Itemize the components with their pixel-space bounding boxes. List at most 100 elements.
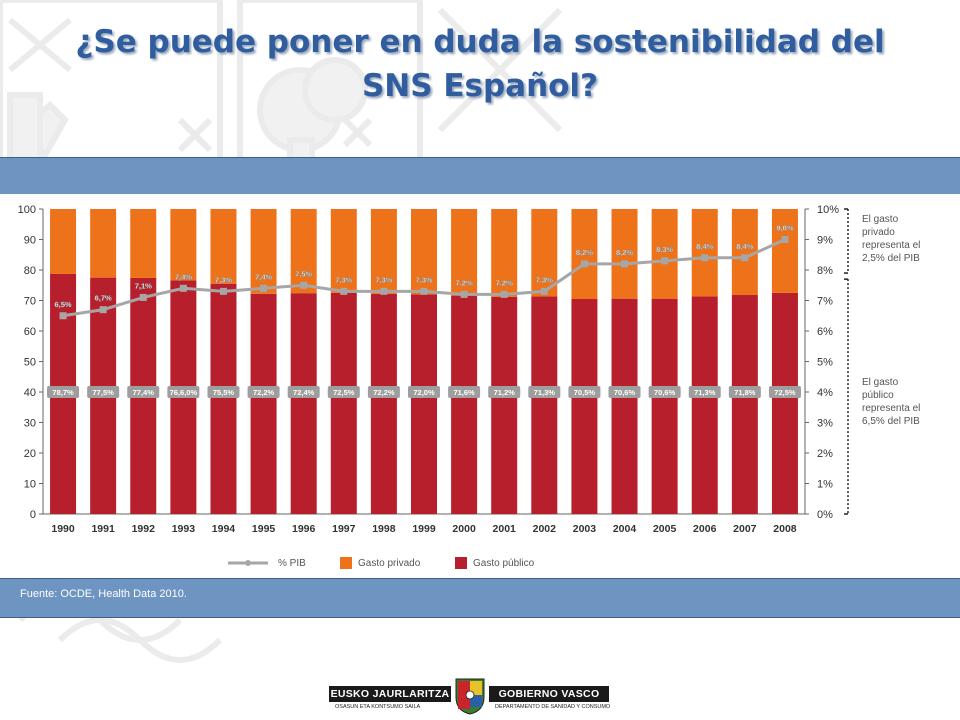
legend-label-private: Gasto privado: [358, 558, 421, 569]
pib-label-1994: 7,3%: [215, 275, 232, 284]
left-axis-tick-label: 20: [24, 448, 36, 460]
pib-point-2004: [621, 260, 629, 268]
chart-legend: % PIB Gasto privado Gasto público: [228, 557, 535, 569]
bar-label-bg-1991: [87, 386, 120, 398]
bar-label-2003: 70,5%: [574, 388, 596, 397]
bar-label-1993: 76,6,0%: [170, 388, 198, 397]
bar-label-2000: 71,6%: [453, 388, 475, 397]
right-axis-tick-label: 10%: [817, 204, 839, 216]
header-band: [0, 157, 960, 195]
pib-label-1997: 7,3%: [335, 275, 352, 284]
left-axis-tick-label: 30: [24, 418, 36, 430]
bar-label-bg-2006: [688, 386, 721, 398]
x-tick-label-1997: 1997: [332, 523, 356, 535]
pib-label-2005: 8,3%: [656, 245, 673, 254]
bar-label-bg-1993: [167, 386, 200, 398]
legend-item-public: Gasto público: [455, 557, 535, 569]
left-axis-tick-label: 70: [24, 296, 36, 308]
bar-private-1998: [370, 209, 397, 294]
bar-label-bg-2003: [568, 386, 601, 398]
left-axis-tick-label: 100: [18, 204, 36, 216]
annotation-public-line-4: 6,5% del PIB: [862, 416, 920, 427]
pib-point-1999: [420, 287, 428, 295]
bar-label-1999: 72,0%: [413, 388, 435, 397]
bar-label-2001: 71,2%: [494, 388, 516, 397]
bar-label-bg-1998: [367, 386, 400, 398]
annotation-private-line-2: privado: [862, 227, 895, 238]
pib-label-2004: 8,2%: [616, 248, 633, 257]
pib-point-2007: [741, 254, 749, 262]
pib-label-1999: 7,3%: [415, 275, 432, 284]
bar-public-1997: [330, 292, 357, 514]
right-axis-tick-label: 7%: [817, 296, 833, 308]
bar-private-2004: [611, 209, 638, 299]
pib-label-1992: 7,1%: [135, 281, 152, 290]
bar-label-bg-1995: [247, 386, 280, 398]
right-axis: 0% 1% 2% 3% 4% 5% 6% 7% 8% 9% 10%: [804, 204, 839, 521]
legend-swatch-public: [455, 557, 467, 569]
pib-point-1990: [59, 312, 67, 320]
logo-right-label: GOBIERNO VASCO: [489, 686, 609, 702]
government-logo: EUSKO JAURLARITZA GOBIERNO VASCO OSASUN …: [325, 676, 615, 720]
bar-label-bg-2007: [728, 386, 761, 398]
pib-point-2005: [661, 257, 669, 265]
health-spending-chart: 0 10 20 30 40 50 60 70 80 90 100 0% 1% 2% 3% 4% 5% 6% 7% 8…: [18, 204, 920, 569]
x-tick-label-1993: 1993: [172, 523, 196, 535]
bar-public-1999: [411, 294, 437, 514]
bar-label-bg-2002: [528, 386, 561, 398]
pib-point-2006: [701, 254, 709, 262]
bar-label-bg-1990: [47, 386, 80, 398]
right-axis-tick-label: 8%: [817, 265, 833, 277]
bar-label-1990: 78,7%: [52, 388, 74, 397]
x-tick-label-1995: 1995: [252, 523, 276, 535]
right-axis-tick-label: 2%: [817, 448, 833, 460]
bar-value-labels: 78,7% 77,5% 77,4% 76,6,0% 75,5% 72,2% 72,4% 72,…: [47, 386, 801, 398]
bar-public-1995: [250, 293, 277, 514]
slide-title: ¿Se puede poner en duda la sostenibilida…: [75, 24, 885, 104]
logo-left-label: EUSKO JAURLARITZA: [329, 686, 451, 702]
basque-government-shield-icon: [455, 678, 485, 715]
legend-item-pib: % PIB: [228, 558, 306, 569]
bar-public-2002: [531, 296, 558, 514]
pib-label-1998: 7,3%: [375, 275, 392, 284]
bar-public-2004: [611, 298, 638, 514]
pib-label-2008: 9,0%: [776, 224, 793, 233]
bar-public-1998: [370, 293, 397, 514]
pib-point-2003: [580, 260, 588, 268]
x-tick-label-2006: 2006: [693, 523, 717, 535]
bar-label-2002: 71,3%: [534, 388, 556, 397]
pib-point-1993: [179, 284, 187, 292]
bar-label-2008: 72,5%: [774, 388, 796, 397]
left-axis: 0 10 20 30 40 50 60 70 80 90 100: [18, 204, 44, 521]
bar-label-bg-2001: [488, 386, 521, 398]
pib-point-2008: [781, 236, 789, 243]
bar-label-2005: 70,6%: [654, 388, 676, 397]
legend-label-pib: % PIB: [278, 558, 306, 569]
left-axis-tick-label: 40: [24, 387, 36, 399]
annotation-public-line-3: representa el: [862, 403, 920, 414]
pib-label-2001: 7,2%: [496, 278, 513, 287]
right-axis-tick-label: 1%: [817, 479, 833, 491]
x-tick-label-2007: 2007: [733, 523, 757, 535]
bar-private-2008: [771, 209, 798, 293]
bar-label-bg-1992: [127, 386, 160, 398]
right-axis-tick-label: 9%: [817, 235, 833, 247]
bar-private-2005: [651, 209, 678, 299]
bar-label-bg-2004: [608, 386, 641, 398]
right-axis-tick-label: 3%: [817, 418, 833, 430]
annotation-private-line-4: 2,5% del PIB: [862, 253, 920, 264]
right-axis-tick-label: 5%: [817, 357, 833, 369]
bar-label-1992: 77,4%: [133, 388, 155, 397]
pib-point-1994: [219, 287, 227, 295]
bar-private-1996: [290, 209, 317, 294]
legend-swatch-private: [340, 557, 352, 569]
pib-label-1995: 7,4%: [255, 272, 272, 281]
x-tick-label-2000: 2000: [452, 523, 476, 535]
bar-public-2007: [731, 295, 758, 514]
bar-label-bg-2000: [448, 386, 481, 398]
bar-private-1994: [210, 209, 237, 284]
bar-label-bg-2008: [768, 386, 801, 398]
pib-line-series: 6,5% 6,7% 7,1% 7,4% 7,3% 7,4% 7,5% 7,3% 7,3% 7,3%…: [54, 223, 794, 320]
legend-marker-pib: [245, 560, 251, 566]
pib-label-1993: 7,4%: [175, 272, 192, 281]
